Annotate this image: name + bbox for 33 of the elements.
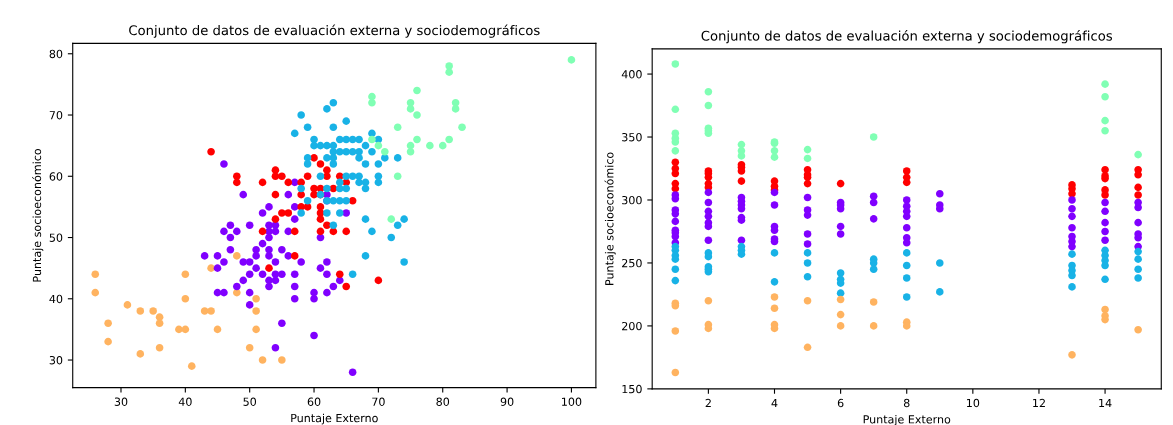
x-tick-label: 60 <box>307 397 321 406</box>
x-tick-label: 70 <box>372 397 385 406</box>
y-tick-label: 150 <box>622 384 642 394</box>
x-tick-label: 12 <box>1033 398 1045 408</box>
x-tick-label: 8 <box>903 398 910 408</box>
x-tick-label: 90 <box>500 397 514 406</box>
x-tick-label: 40 <box>178 397 192 406</box>
y-tick-label: 70 <box>49 110 63 120</box>
y-tick-label: 350 <box>622 133 642 142</box>
y-tick-label: 30 <box>49 356 63 365</box>
x-tick-label: 10 <box>966 398 980 408</box>
x-tick-label: 30 <box>114 397 128 406</box>
x-tick-label: 14 <box>1099 398 1112 408</box>
x-tick-label: 2 <box>705 398 711 408</box>
chart-title: Conjunto de datos de evaluación externa y sociodemográficos <box>701 29 1113 44</box>
y-tick-label: 80 <box>49 49 63 59</box>
y-axis-title: Puntaje socioeconómico <box>32 148 44 282</box>
x-axis-title: Puntaje Externo <box>863 414 951 425</box>
x-tick-label: 80 <box>436 397 450 406</box>
y-tick-label: 250 <box>622 258 642 268</box>
x-tick-label: 6 <box>837 398 844 408</box>
y-tick-label: 300 <box>622 195 642 205</box>
x-axis-title: Puntaje Externo <box>291 413 378 425</box>
y-tick-label: 400 <box>621 70 642 79</box>
y-axis-title: Puntaje socioeconómico <box>604 152 616 285</box>
x-tick-label: 4 <box>771 398 778 408</box>
y-tick-label: 60 <box>49 172 63 181</box>
x-tick-label: 50 <box>243 397 257 406</box>
y-tick-label: 50 <box>49 233 63 242</box>
y-tick-label: 200 <box>622 321 642 331</box>
y-tick-label: 40 <box>49 294 63 304</box>
chart-title: Conjunto de datos de evaluación externa y sociodemográficos <box>129 24 540 38</box>
x-tick-label: 100 <box>562 397 582 406</box>
